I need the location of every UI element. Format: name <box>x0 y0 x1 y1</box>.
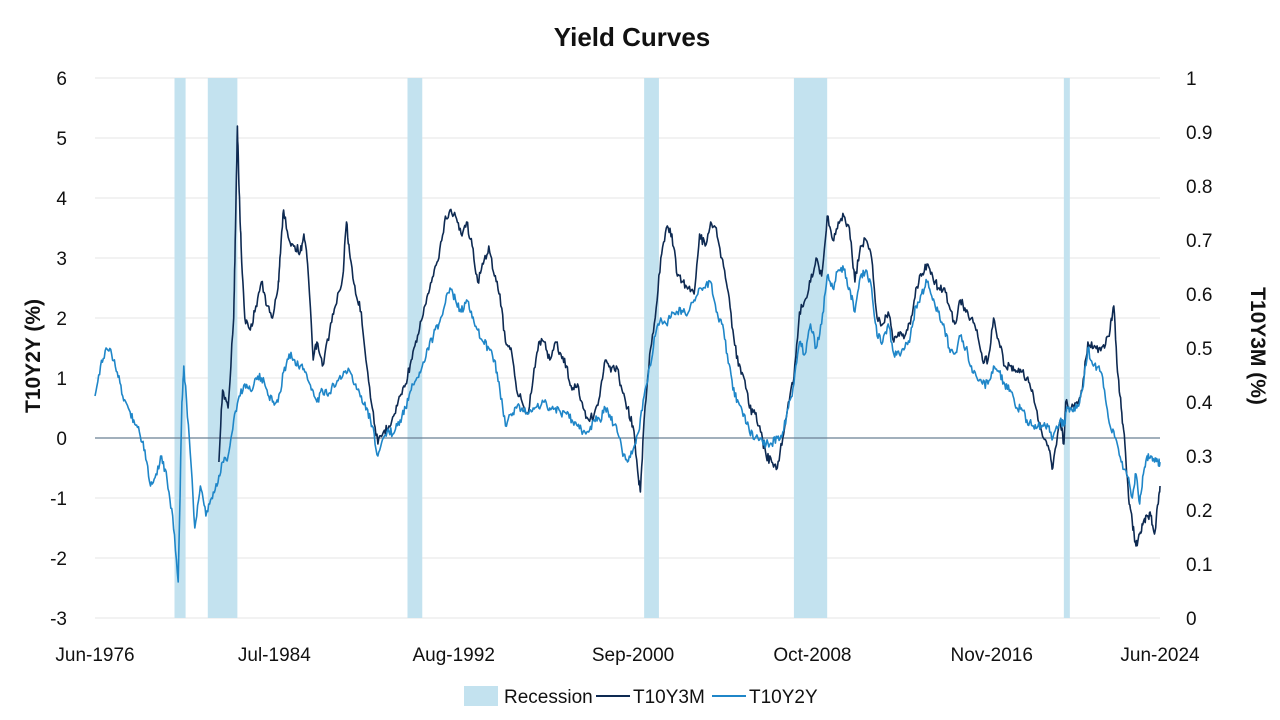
right-tick-label: 0.8 <box>1186 177 1212 198</box>
right-axis-title: T10Y3M (%) <box>1246 287 1269 405</box>
recession-band <box>174 78 186 618</box>
legend-label-t10y3m: T10Y3M <box>633 687 705 708</box>
recession-band <box>1063 78 1070 618</box>
x-tick-label: Nov-2016 <box>951 645 1033 666</box>
left-tick-label: 2 <box>56 309 67 330</box>
right-tick-label: 0 <box>1186 609 1197 630</box>
x-tick-label: Jun-2024 <box>1120 645 1200 666</box>
left-tick-label: 1 <box>56 369 67 390</box>
right-tick-label: 0.5 <box>1186 339 1212 360</box>
right-tick-label: 0.1 <box>1186 555 1212 576</box>
right-tick-label: 0.3 <box>1186 447 1212 468</box>
chart-title: Yield Curves <box>554 22 711 52</box>
left-axis-ticks: -3 -2 -1 0 1 2 3 4 5 6 <box>50 69 67 630</box>
legend-label-recession: Recession <box>504 687 593 708</box>
x-tick-label: Aug-1992 <box>412 645 494 666</box>
legend: Recession T10Y3M T10Y2Y <box>464 686 818 708</box>
recession-band <box>207 78 238 618</box>
right-tick-label: 0.2 <box>1186 501 1212 522</box>
series-line-t10y3m <box>218 125 1161 547</box>
series-lines <box>94 125 1161 583</box>
right-tick-label: 0.6 <box>1186 285 1212 306</box>
x-tick-label: Sep-2000 <box>592 645 674 666</box>
right-tick-label: 0.7 <box>1186 231 1212 252</box>
left-tick-label: 0 <box>56 429 67 450</box>
x-axis-ticks: Jun-1976 Jul-1984 Aug-1992 Sep-2000 Oct-2008… <box>55 645 1200 666</box>
x-tick-label: Jul-1984 <box>238 645 311 666</box>
left-tick-label: 6 <box>56 69 67 90</box>
series-line-t10y2y <box>94 265 1161 583</box>
right-tick-label: 0.4 <box>1186 393 1213 414</box>
left-tick-label: -1 <box>50 489 67 510</box>
left-tick-label: 3 <box>56 249 67 270</box>
recession-bands <box>174 78 1070 618</box>
left-axis-title: T10Y2Y (%) <box>22 299 45 413</box>
left-tick-label: 5 <box>56 129 67 150</box>
right-tick-label: 0.9 <box>1186 123 1212 144</box>
legend-label-t10y2y: T10Y2Y <box>749 687 818 708</box>
right-axis-ticks: 0 0.1 0.2 0.3 0.4 0.5 0.6 0.7 0.8 0.9 1 <box>1186 69 1213 630</box>
left-tick-label: 4 <box>56 189 67 210</box>
right-tick-label: 1 <box>1186 69 1197 90</box>
legend-swatch-recession <box>464 686 498 706</box>
left-tick-label: -3 <box>50 609 67 630</box>
recession-band <box>407 78 423 618</box>
x-tick-label: Jun-1976 <box>55 645 134 666</box>
recession-band <box>793 78 828 618</box>
left-tick-label: -2 <box>50 549 67 570</box>
recession-band <box>644 78 659 618</box>
x-tick-label: Oct-2008 <box>773 645 851 666</box>
